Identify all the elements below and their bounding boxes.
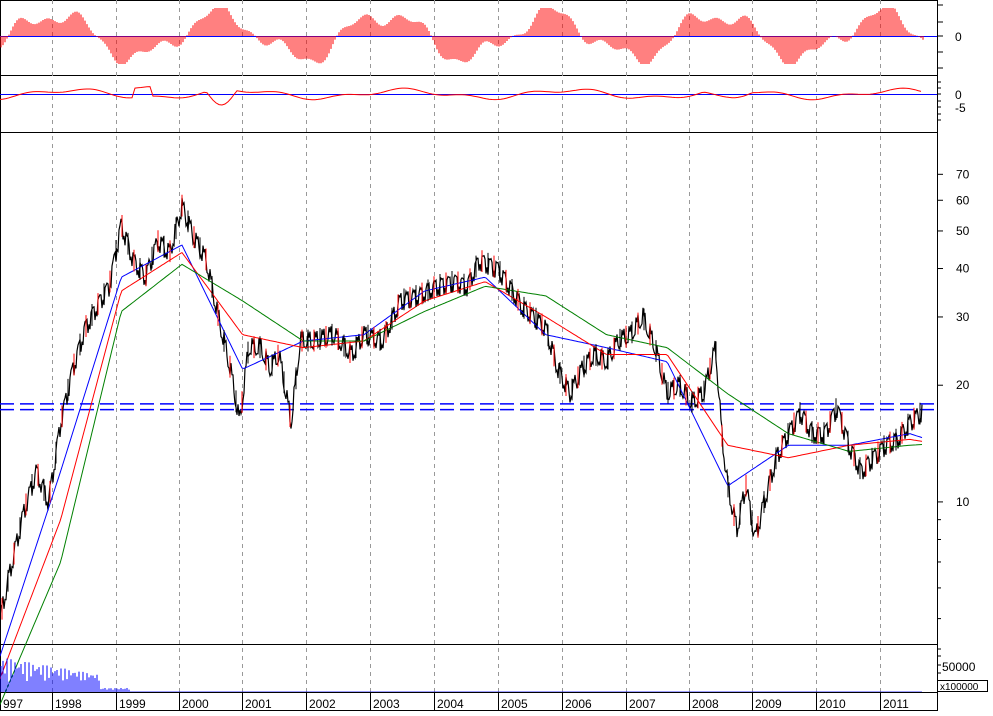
volume-tick-label: 50000 <box>942 660 976 674</box>
price-tick-label: 70 <box>956 167 970 181</box>
volume-unit-box <box>937 680 988 692</box>
price-tick-label: 20 <box>956 378 970 392</box>
x-tick-label: 2001 <box>245 697 272 711</box>
x-tick-label: 2007 <box>629 697 656 711</box>
x-tick-label: 997 <box>3 697 23 711</box>
momentum-line <box>0 86 922 106</box>
price-tick-label: 30 <box>956 310 970 324</box>
price-tick-label: 10 <box>956 495 970 509</box>
blue-moving-average <box>0 244 923 657</box>
candle-marks <box>1 194 921 620</box>
x-tick-label: 2008 <box>692 697 719 711</box>
momentum-tick-label: 0 <box>955 88 962 102</box>
osc-histogram <box>0 8 924 64</box>
green-moving-average <box>0 263 923 705</box>
price-tick-label: 50 <box>956 224 970 238</box>
x-tick-label: 2002 <box>309 697 336 711</box>
price-tick-label: 60 <box>956 193 970 207</box>
volume-unit-label: x100000 <box>940 682 979 693</box>
price-tick-label: 40 <box>956 262 970 276</box>
x-tick-label: 2004 <box>437 697 464 711</box>
x-tick-label: 2003 <box>373 697 400 711</box>
x-tick-label: 2000 <box>182 697 209 711</box>
x-tick-label: 1998 <box>55 697 82 711</box>
x-tick-label: 2006 <box>565 697 592 711</box>
osc-zero-label: 0 <box>955 30 962 44</box>
x-tick-label: 1999 <box>119 697 146 711</box>
x-tick-label: 2011 <box>883 697 909 711</box>
plot-frame <box>0 0 938 711</box>
momentum-tick-label: -5 <box>955 101 966 115</box>
x-tick-label: 2005 <box>501 697 528 711</box>
x-tick-label: 2010 <box>819 697 846 711</box>
price-line <box>0 197 923 619</box>
volume-bars <box>0 658 922 692</box>
red-moving-average <box>0 251 923 679</box>
x-tick-label: 2009 <box>755 697 782 711</box>
